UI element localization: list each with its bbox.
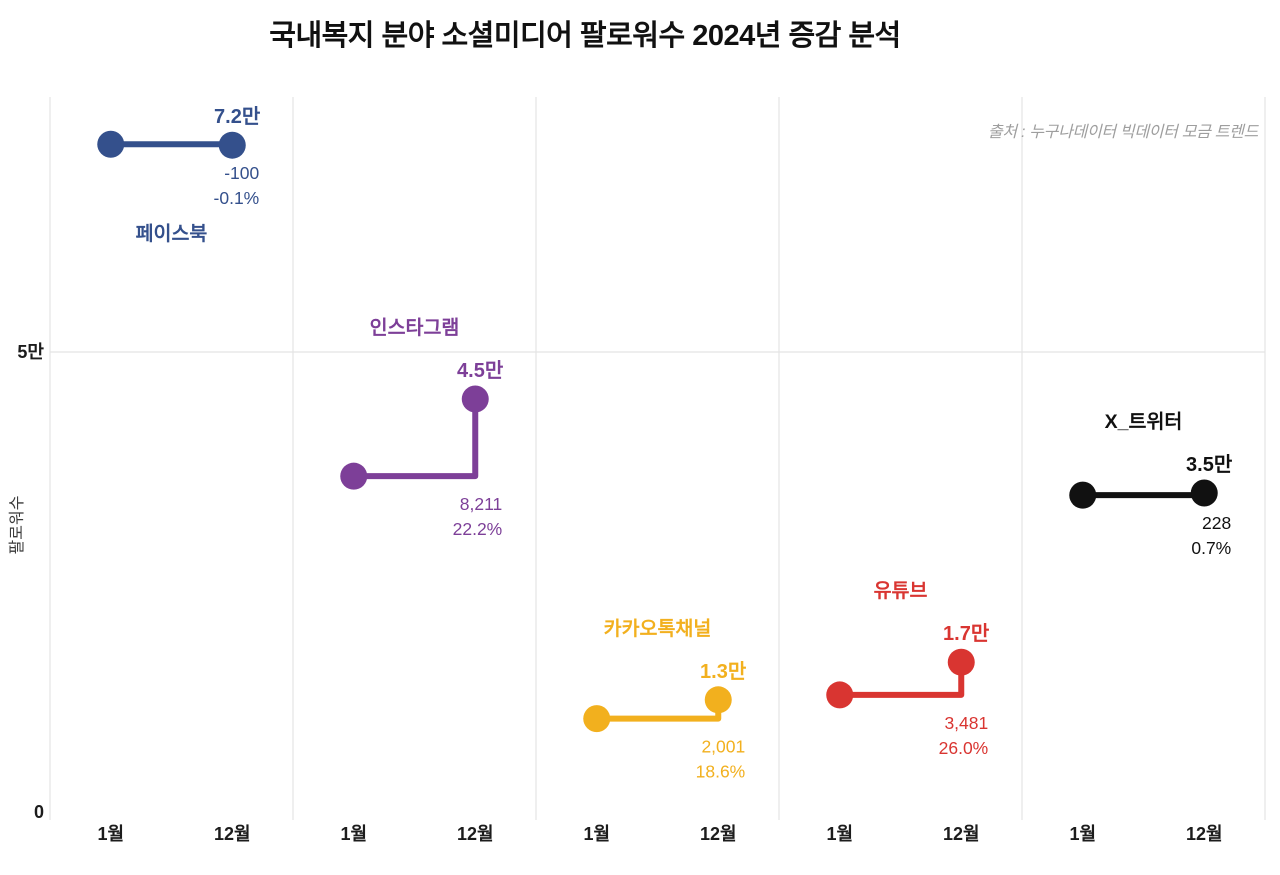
series-value-label: 7.2만: [214, 105, 261, 128]
series-change-pct: -0.1%: [214, 188, 260, 208]
series-change-pct: 22.2%: [453, 519, 503, 539]
series-change-pct: 26.0%: [939, 738, 989, 758]
x-tick-label: 12월: [700, 824, 737, 844]
series-change-abs: 3,481: [944, 713, 988, 733]
series-name-label: 페이스북: [136, 223, 208, 245]
source-note: 출처 : 누구나데이터 빅데이터 모금 트렌드: [987, 124, 1258, 141]
series-change-pct: 0.7%: [1191, 538, 1231, 558]
series-value-label: 3.5만: [1186, 453, 1233, 476]
series-point-jan: [97, 130, 125, 158]
series-point-jan: [340, 462, 368, 490]
chart-title: 국내복지 분야 소셜미디어 팔로워수 2024년 증감 분석: [269, 20, 901, 52]
y-tick-label: 0: [34, 802, 44, 822]
series-point-dec: [218, 131, 246, 159]
series-point-jan: [583, 705, 611, 733]
series-value-label: 1.7만: [943, 622, 990, 645]
series-point-dec: [947, 648, 975, 676]
series-name-label: 카카오톡채널: [604, 618, 712, 640]
x-tick-label: 12월: [943, 824, 980, 844]
y-tick-label: 5만: [17, 342, 44, 362]
series-line: [1079, 490, 1208, 499]
x-tick-label: 1월: [97, 824, 124, 844]
series-line: [593, 696, 722, 722]
series-point-jan: [1069, 481, 1097, 509]
x-tick-label: 1월: [826, 824, 853, 844]
series-value-label: 4.5만: [457, 359, 504, 382]
series-name-label: 인스타그램: [370, 317, 460, 339]
y-axis-title: 팔로워수: [8, 496, 26, 555]
series-value-label: 1.3만: [700, 660, 747, 683]
x-tick-label: 12월: [457, 824, 494, 844]
series-point-dec: [1190, 479, 1218, 507]
series-point-jan: [826, 681, 854, 709]
series-change-abs: 8,211: [460, 494, 503, 514]
series-line: [107, 141, 236, 149]
x-tick-label: 12월: [214, 824, 251, 844]
x-tick-label: 1월: [583, 824, 610, 844]
series-change-abs: 228: [1202, 513, 1231, 533]
x-tick-label: 12월: [1186, 824, 1223, 844]
series-point-dec: [461, 385, 489, 413]
series-change-abs: -100: [224, 163, 259, 183]
series-point-dec: [704, 686, 732, 714]
series-change-abs: 2,001: [701, 737, 745, 757]
series-line: [836, 659, 965, 698]
series-change-pct: 18.6%: [696, 762, 746, 782]
series-line: [350, 396, 479, 480]
series-name-label: X_트위터: [1105, 411, 1183, 433]
x-tick-label: 1월: [1069, 824, 1096, 844]
x-tick-label: 1월: [340, 824, 367, 844]
series-name-label: 유튜브: [874, 580, 928, 602]
